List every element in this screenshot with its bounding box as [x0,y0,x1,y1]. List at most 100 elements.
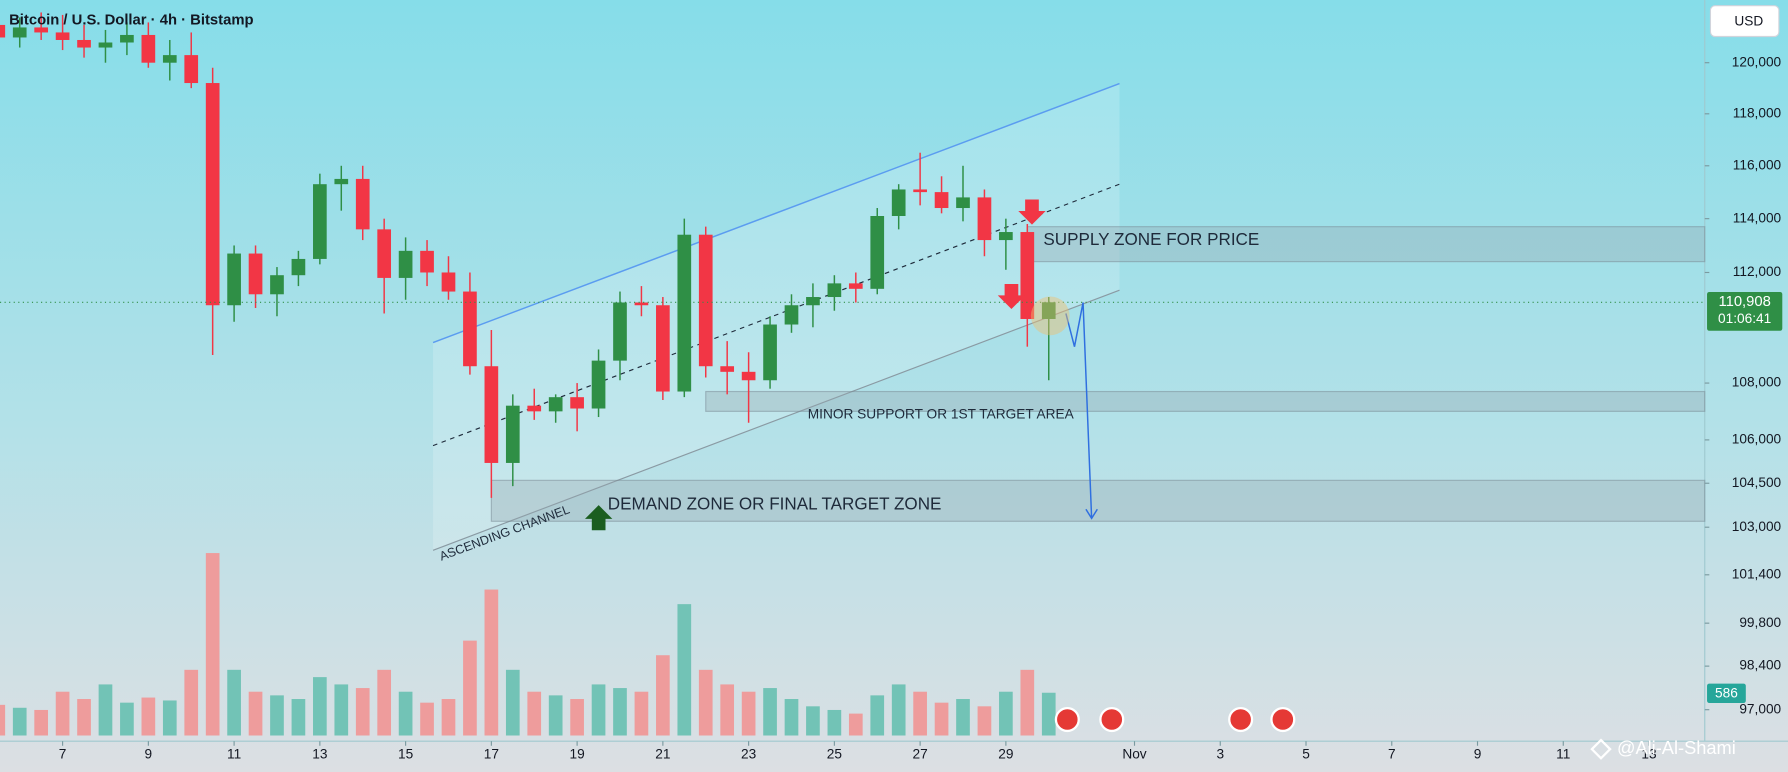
volume-bar [784,699,799,736]
candle-body [827,283,842,298]
x-tick-label: 13 [312,746,327,761]
y-tick-label: 97,000 [1739,701,1781,716]
volume-bar [613,688,627,736]
y-tick-label: 101,400 [1732,566,1782,581]
volume-bar [205,553,220,736]
x-tick-label: 17 [484,746,499,761]
volume-bar [162,700,177,736]
volume-bar [420,702,434,736]
candle-body [870,216,885,289]
y-tick-label: 116,000 [1733,157,1782,172]
volume-bar [977,706,992,736]
volume-bar [1020,669,1035,736]
y-tick-label: 106,000 [1732,432,1782,447]
volume-bar [77,699,91,736]
volume-bar [656,655,670,736]
candle-body [741,371,756,381]
volume-bar [870,695,885,736]
candle-body [227,253,241,306]
volume-bar [227,669,241,736]
candle-body [848,283,863,289]
x-tick-label: 29 [998,746,1013,761]
x-tick-label: 7 [59,746,67,761]
volume-bar [677,604,692,736]
volume-bar [505,669,520,736]
volume-bar [999,691,1013,736]
candle-body [248,253,263,295]
volume-bar [184,669,199,736]
candle-body [613,302,627,361]
watermark-icon [1590,738,1612,760]
volume-bar [484,589,499,736]
volume-bar [270,695,284,736]
candle-body [570,397,584,409]
y-tick-label: 99,800 [1739,615,1781,630]
candle-body [1041,302,1056,319]
last-price-label: 110,908 [1718,294,1770,310]
candle-body [291,258,306,276]
volume-bar [698,669,713,736]
projection-path [1065,302,1093,519]
x-tick-label: 11 [1556,746,1570,761]
candle-body [377,229,392,278]
volume-bar [591,684,606,736]
supply-zone-label: SUPPLY ZONE FOR PRICE [1043,230,1259,249]
volume-bar [12,707,27,736]
candle-body [698,234,713,367]
y-tick-label: 114,000 [1733,210,1782,225]
channel-middle-line [432,183,1120,447]
candle-body [141,34,156,63]
y-tick-label: 103,000 [1732,519,1782,534]
candle-body [441,272,456,292]
down-arrow [997,283,1026,310]
candle-body [334,178,349,185]
x-tick-label: 5 [1302,746,1310,761]
currency-button[interactable] [1709,5,1780,38]
volume-value-box [1707,683,1746,704]
x-tick-label: 11 [227,746,241,761]
currency-label[interactable]: USD [1734,13,1763,28]
volume-bar [355,688,370,736]
x-tick-label: 19 [570,746,585,761]
volume-bar [891,684,906,736]
volume-bar [741,691,756,736]
projection-arrowhead [1085,508,1098,520]
watermark: @Ali-Al-Shami [1617,737,1736,758]
candle-body [634,302,649,306]
x-tick-label: 21 [655,746,670,761]
candle-body [484,366,499,463]
volume-bar [248,691,263,736]
zone [1026,226,1706,263]
x-tick-label: 9 [145,746,153,761]
volume-bar [334,684,349,736]
volume-bar [34,709,49,736]
volume-bar [720,684,735,736]
channel-upper-line [432,82,1120,344]
candle-body [720,366,735,372]
volume-bar [634,691,649,736]
x-tick-label: 23 [741,746,756,761]
volume-bar [570,699,584,736]
volume-bar [377,669,392,736]
up-arrow [584,505,613,531]
y-tick-label: 104,500 [1732,475,1782,490]
highlight-circle [1030,296,1070,336]
candle-body [34,27,49,33]
x-tick-label: Nov [1122,746,1146,761]
x-tick-label: 27 [913,746,928,761]
channel-lower-line [432,289,1120,551]
candle-body [527,405,542,412]
zone [705,390,1706,412]
event-icons [1054,706,1296,733]
volume-bar [548,695,563,736]
volume-bar [291,699,306,736]
volume-bar [313,677,327,736]
demand-zone-label: DEMAND ZONE OR FINAL TARGET ZONE [608,495,942,514]
candle-body [12,27,27,38]
candle-body [956,197,970,209]
volume-bar [848,713,863,736]
volume-bar [956,699,970,736]
